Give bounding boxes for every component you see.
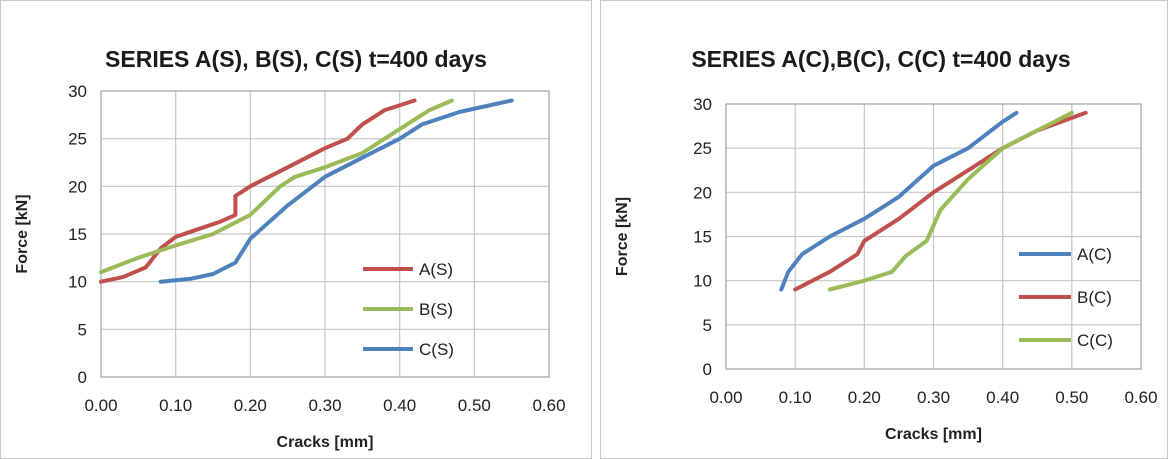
left-y-tick-label: 10 bbox=[68, 273, 87, 292]
chart-panel-right: SERIES A(C),B(C), C(C) t=400 days 0.00 0.1… bbox=[600, 0, 1168, 459]
left-legend-label: B(S) bbox=[419, 300, 453, 319]
left-series-line-bs bbox=[99, 98, 454, 275]
left-y-axis-label: Force [kN] bbox=[14, 194, 31, 273]
left-chart-title: SERIES A(S), B(S), C(S) t=400 days bbox=[105, 46, 487, 72]
right-x-tick-label: 0.00 bbox=[709, 388, 742, 407]
left-series-line-cs bbox=[158, 98, 514, 284]
right-x-tick-label: 0.20 bbox=[848, 388, 881, 407]
left-x-tick-label: 0.10 bbox=[159, 396, 192, 415]
right-y-tick-label: 5 bbox=[703, 316, 712, 335]
right-legend-label: C(C) bbox=[1077, 331, 1113, 350]
right-plot-area bbox=[725, 103, 1142, 370]
right-series-line-ac bbox=[779, 110, 1019, 292]
left-legend-label: C(S) bbox=[419, 340, 454, 359]
right-y-tick-label: 30 bbox=[693, 95, 712, 114]
right-series-line-bc bbox=[793, 110, 1088, 292]
left-plot-area bbox=[100, 90, 550, 378]
right-legend-label: B(C) bbox=[1077, 288, 1112, 307]
left-x-tick-label: 0.30 bbox=[308, 396, 341, 415]
right-x-tick-label: 0.60 bbox=[1124, 388, 1157, 407]
left-y-tick-label: 5 bbox=[78, 320, 87, 339]
right-y-tick-label: 15 bbox=[693, 228, 712, 247]
chart-left: SERIES A(S), B(S), C(S) t=400 days 0.00 0.… bbox=[14, 46, 566, 451]
right-y-tick-label: 0 bbox=[703, 360, 712, 379]
left-legend-label: A(S) bbox=[419, 260, 453, 279]
chart-right: SERIES A(C),B(C), C(C) t=400 days 0.00 0.1… bbox=[614, 46, 1158, 443]
right-x-axis-label: Cracks [mm] bbox=[885, 426, 982, 443]
right-x-tick-label: 0.30 bbox=[917, 388, 950, 407]
left-y-tick-label: 30 bbox=[68, 82, 87, 101]
left-x-tick-label: 0.40 bbox=[383, 396, 416, 415]
left-x-tick-label: 0.20 bbox=[234, 396, 267, 415]
right-x-tick-label: 0.50 bbox=[1055, 388, 1088, 407]
right-series-line-cc bbox=[827, 110, 1074, 292]
left-x-tick-label: 0.60 bbox=[532, 396, 565, 415]
right-legend: A(C) B(C) C(C) bbox=[1019, 245, 1113, 350]
right-y-tick-label: 10 bbox=[693, 272, 712, 291]
left-series-line-as bbox=[99, 98, 417, 284]
left-x-tick-label: 0.00 bbox=[84, 396, 117, 415]
left-legend: A(S) B(S) C(S) bbox=[363, 260, 454, 359]
right-x-tick-label: 0.10 bbox=[779, 388, 812, 407]
left-x-axis-label: Cracks [mm] bbox=[277, 434, 374, 451]
left-y-tick-label: 20 bbox=[68, 177, 87, 196]
right-chart-title: SERIES A(C),B(C), C(C) t=400 days bbox=[691, 46, 1070, 72]
left-y-tick-label: 0 bbox=[78, 368, 87, 387]
right-y-tick-label: 20 bbox=[693, 183, 712, 202]
left-y-tick-label: 25 bbox=[68, 130, 87, 149]
right-x-tick-label: 0.40 bbox=[986, 388, 1019, 407]
left-y-tick-label: 15 bbox=[68, 225, 87, 244]
right-y-tick-label: 25 bbox=[693, 139, 712, 158]
left-x-tick-label: 0.50 bbox=[458, 396, 491, 415]
chart-panel-left: SERIES A(S), B(S), C(S) t=400 days 0.00 0.… bbox=[0, 0, 592, 459]
right-y-axis-label: Force [kN] bbox=[614, 197, 631, 276]
right-legend-label: A(C) bbox=[1077, 245, 1112, 264]
